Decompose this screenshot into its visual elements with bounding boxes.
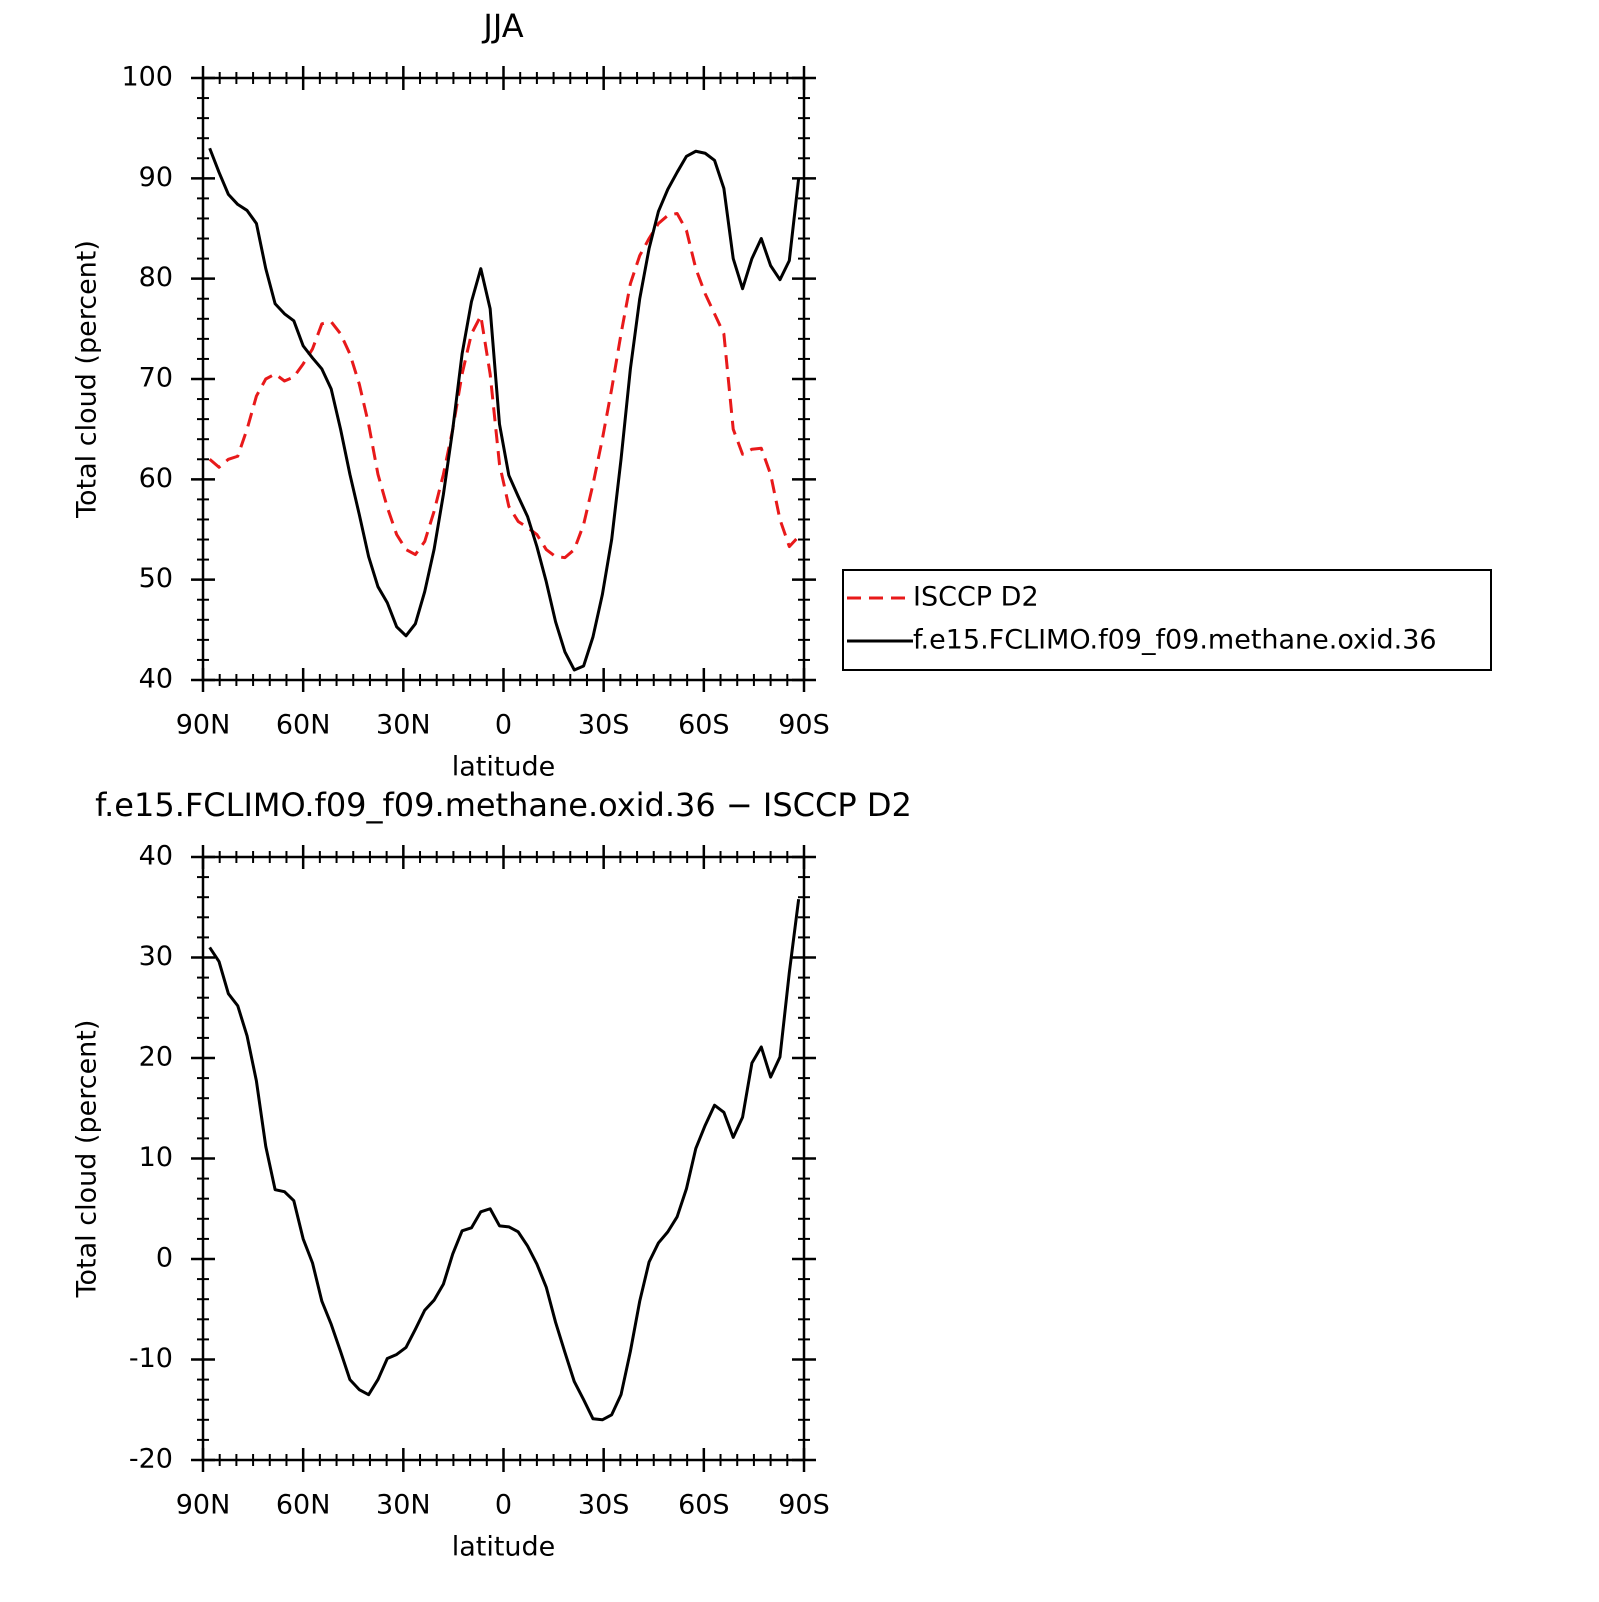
data-line (208, 899, 801, 1422)
y-tick-label: 20 (139, 1042, 173, 1073)
data-line (208, 147, 801, 672)
plot-frame (201, 76, 806, 682)
y-axis-label: Total cloud (percent) (72, 1020, 103, 1299)
x-tick-label: 60N (276, 710, 331, 741)
y-tick-label: 30 (139, 941, 173, 972)
y-tick-label: -10 (129, 1343, 173, 1374)
y-tick-label: 80 (139, 262, 173, 293)
y-axis-label: Total cloud (percent) (72, 240, 103, 519)
data-line (208, 211, 800, 560)
x-axis-label: latitude (452, 752, 556, 783)
y-tick-label: 100 (121, 62, 173, 93)
chart-title: JJA (481, 7, 523, 45)
x-tick-label: 60S (678, 1490, 730, 1521)
x-tick-label: 90N (176, 1490, 231, 1521)
chart-title: f.e15.FCLIMO.f09_f09.methane.oxid.36 − I… (95, 786, 912, 824)
x-tick-label: 60N (276, 1490, 331, 1521)
x-tick-label: 30S (578, 710, 630, 741)
x-tick-label: 0 (495, 710, 512, 741)
x-tick-label: 30S (578, 1490, 630, 1521)
y-tick-label: 50 (139, 563, 173, 594)
x-tick-label: 90S (778, 710, 830, 741)
y-tick-label: 0 (156, 1243, 173, 1274)
y-tick-label: 40 (139, 841, 173, 872)
legend-box (842, 569, 1492, 671)
x-tick-label: 0 (495, 1490, 512, 1521)
x-tick-label: 30N (376, 710, 431, 741)
y-tick-label: -20 (129, 1444, 173, 1475)
plot-frame (201, 855, 806, 1462)
y-tick-label: 90 (139, 162, 173, 193)
y-tick-label: 70 (139, 363, 173, 394)
legend-label: f.e15.FCLIMO.f09_f09.methane.oxid.36 (913, 625, 1437, 656)
y-tick-label: 40 (139, 664, 173, 695)
legend-label: ISCCP D2 (913, 582, 1039, 613)
x-tick-label: 30N (376, 1490, 431, 1521)
y-tick-label: 10 (139, 1142, 173, 1173)
x-tick-label: 90S (778, 1490, 830, 1521)
x-tick-label: 90N (176, 710, 231, 741)
x-axis-label: latitude (452, 1532, 556, 1563)
y-tick-label: 60 (139, 463, 173, 494)
x-tick-label: 60S (678, 710, 730, 741)
